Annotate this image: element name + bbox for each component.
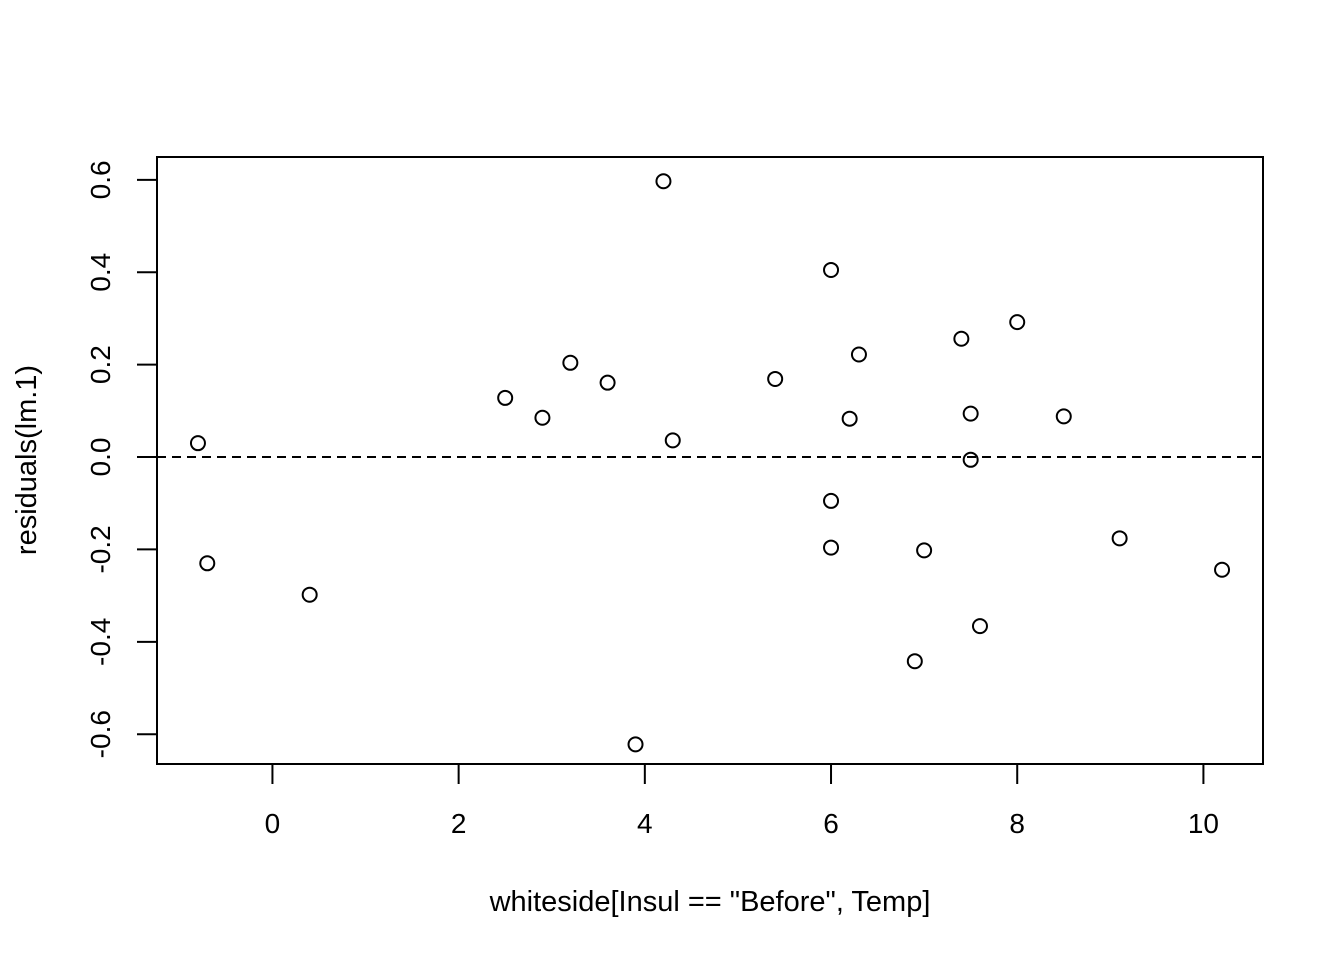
data-point bbox=[664, 432, 681, 449]
data-point bbox=[301, 586, 318, 603]
data-point bbox=[1009, 314, 1026, 331]
data-point bbox=[850, 346, 867, 363]
x-tick-label: 4 bbox=[637, 808, 653, 839]
data-point bbox=[562, 354, 579, 371]
y-tick-label: 0.2 bbox=[85, 345, 116, 384]
data-point bbox=[841, 410, 858, 427]
data-point bbox=[1111, 530, 1128, 547]
data-point bbox=[823, 261, 840, 278]
x-tick-label: 0 bbox=[265, 808, 281, 839]
data-point bbox=[627, 736, 644, 753]
x-tick-label: 10 bbox=[1188, 808, 1219, 839]
y-tick-label: -0.2 bbox=[85, 525, 116, 573]
x-tick-label: 6 bbox=[823, 808, 839, 839]
data-point bbox=[199, 555, 216, 572]
data-points bbox=[189, 173, 1231, 753]
data-point bbox=[1055, 408, 1072, 425]
x-tick-label: 8 bbox=[1009, 808, 1025, 839]
data-point bbox=[916, 542, 933, 559]
data-point bbox=[823, 492, 840, 509]
data-point bbox=[599, 374, 616, 391]
x-axis-title: whiteside[Insul == "Before", Temp] bbox=[489, 886, 931, 918]
data-point bbox=[497, 389, 514, 406]
x-tick-label: 2 bbox=[451, 808, 467, 839]
data-point bbox=[962, 405, 979, 422]
y-tick-label: -0.6 bbox=[85, 710, 116, 758]
plot-frame bbox=[156, 156, 1264, 765]
y-tick-label: -0.4 bbox=[85, 618, 116, 666]
y-axis: -0.6 -0.4 -0.2 0.0 0.2 0.4 0.6 bbox=[85, 160, 158, 758]
y-tick-label: 0.6 bbox=[85, 160, 116, 199]
data-point bbox=[971, 618, 988, 635]
data-point bbox=[767, 370, 784, 387]
data-point bbox=[1214, 561, 1231, 578]
y-axis-title: residuals(lm.1) bbox=[11, 365, 43, 555]
y-tick-label: 0.0 bbox=[85, 438, 116, 477]
data-point bbox=[962, 451, 979, 468]
data-point bbox=[655, 173, 672, 190]
data-point bbox=[534, 409, 551, 426]
y-tick-label: 0.4 bbox=[85, 253, 116, 292]
data-point bbox=[823, 539, 840, 556]
data-point bbox=[906, 653, 923, 670]
data-point bbox=[953, 330, 970, 347]
data-point bbox=[189, 435, 206, 452]
